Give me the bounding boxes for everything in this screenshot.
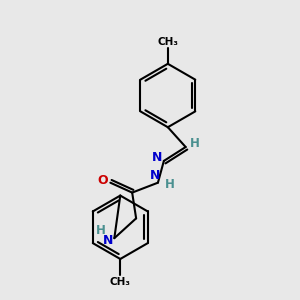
Text: H: H [190, 136, 200, 150]
Text: CH₃: CH₃ [110, 277, 131, 287]
Text: H: H [95, 224, 105, 237]
Text: N: N [152, 152, 162, 164]
Text: N: N [150, 169, 160, 182]
Text: O: O [97, 174, 108, 187]
Text: CH₃: CH₃ [157, 37, 178, 47]
Text: H: H [165, 178, 175, 191]
Text: N: N [103, 234, 114, 247]
